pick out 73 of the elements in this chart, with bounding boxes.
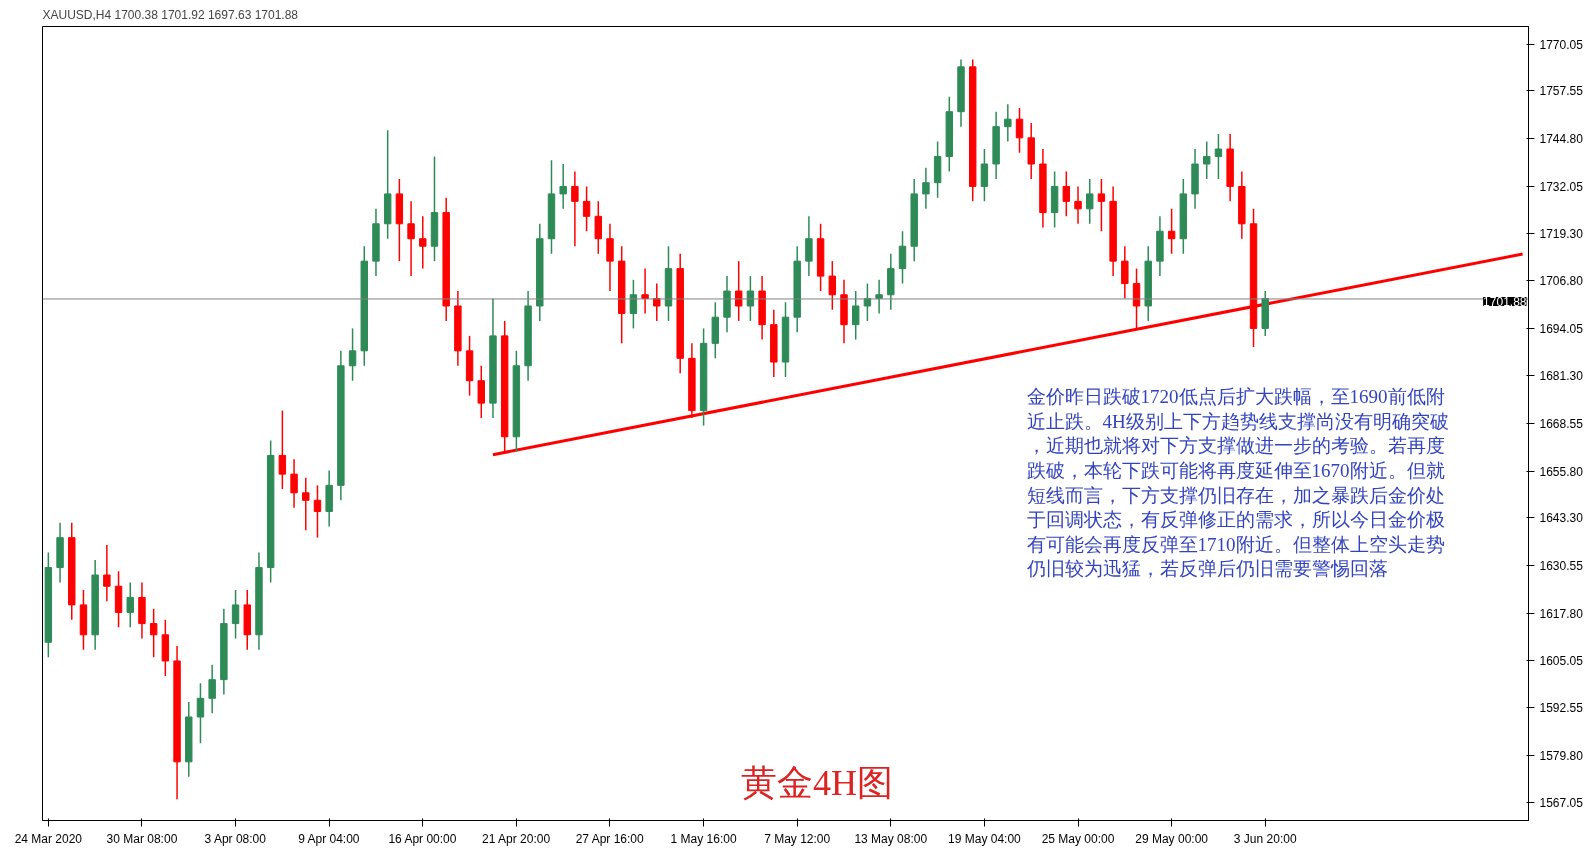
y-tick-label: 1655.80 bbox=[1539, 464, 1584, 479]
candlestick bbox=[898, 230, 907, 285]
y-tick-label: 1643.30 bbox=[1539, 511, 1584, 526]
x-tick-label: 7 May 12:00 bbox=[764, 831, 831, 846]
candlestick bbox=[851, 290, 860, 341]
x-tick-label: 9 Apr 04:00 bbox=[298, 831, 360, 846]
ref-line-label: 1701.88 bbox=[1483, 294, 1527, 309]
candlestick bbox=[1203, 140, 1211, 180]
candlestick bbox=[734, 260, 743, 322]
candlestick bbox=[313, 484, 322, 539]
candlestick bbox=[1015, 107, 1024, 154]
y-tick-label: 1617.80 bbox=[1539, 606, 1584, 621]
y-tick-label: 1706.80 bbox=[1539, 274, 1584, 289]
candlestick bbox=[231, 589, 240, 640]
candlestick bbox=[980, 148, 989, 203]
annotation: 金价昨日跌破1720低点后扩大跌幅，至1690前低附近止跌。4H级别上下方趋势线支撑尚没有明确突破，近期也就将对下方支撑做进一步的考验。若再度跌破，本轮下跌可能将再度延伸至1670附近。但就短线而言，下方支撑仍旧存在，加之暴跌后金价处于回调状态，有反弹修正的需求，所以今日金价极有可能会再度反弹至1710附近。但整体上空头走势仍旧较为迅猛，若反弹后仍旧需要警惕回落 bbox=[1025, 385, 1449, 580]
candlestick bbox=[419, 215, 427, 270]
x-tick-label: 16 Apr 00:00 bbox=[388, 831, 457, 846]
candlestick bbox=[1086, 178, 1094, 225]
candlestick bbox=[477, 365, 485, 419]
candlestick bbox=[196, 682, 205, 744]
candlestick bbox=[348, 327, 357, 382]
candlestick bbox=[302, 477, 310, 531]
candlestick bbox=[828, 260, 837, 311]
x-tick-label: 3 Jun 20:00 bbox=[1233, 831, 1297, 846]
candlestick bbox=[126, 581, 134, 629]
y-tick-label: 1630.55 bbox=[1539, 558, 1584, 573]
y-tick-label: 1744.80 bbox=[1539, 132, 1584, 147]
candlestick bbox=[922, 166, 930, 210]
x-tick-label: 27 Apr 16:00 bbox=[575, 831, 645, 846]
y-tick-label: 1732.05 bbox=[1539, 179, 1584, 194]
candlestick bbox=[1062, 170, 1071, 218]
candlestick bbox=[278, 409, 287, 490]
x-tick-label: 25 May 00:00 bbox=[1041, 831, 1115, 846]
y-tick-label: 1592.55 bbox=[1539, 700, 1584, 715]
candlestick bbox=[1074, 185, 1082, 225]
candlestick bbox=[208, 663, 216, 715]
y-tick-label: 1668.55 bbox=[1539, 417, 1584, 431]
chart-title: XAUUSD,H4 1700.38 1701.92 1697.63 1701.88 bbox=[42, 7, 299, 22]
x-tick-label: 19 May 04:00 bbox=[948, 831, 1022, 846]
x-tick-label: 24 Mar 2020 bbox=[14, 831, 83, 846]
x-tick-label: 21 Apr 20:00 bbox=[482, 831, 551, 846]
y-tick-label: 1567.05 bbox=[1539, 796, 1584, 811]
candlestick bbox=[149, 607, 158, 658]
candlestick bbox=[407, 200, 415, 277]
candlestick bbox=[641, 267, 649, 315]
y-tick-label: 1770.05 bbox=[1539, 37, 1584, 52]
y-tick-label: 1579.80 bbox=[1539, 748, 1584, 763]
candlestick bbox=[571, 170, 579, 247]
y-tick-label: 1719.30 bbox=[1539, 227, 1584, 242]
candlestick bbox=[103, 544, 111, 602]
candlestick bbox=[290, 458, 298, 509]
candlestick bbox=[1167, 208, 1176, 255]
annotation: 黄金4H图 bbox=[741, 762, 894, 803]
candlestick bbox=[606, 223, 614, 292]
x-tick-label: 29 May 00:00 bbox=[1135, 831, 1209, 846]
x-tick-label: 3 Apr 08:00 bbox=[204, 831, 267, 846]
candlestick bbox=[582, 185, 591, 233]
candlestick bbox=[1004, 103, 1012, 143]
candlestick bbox=[1121, 245, 1129, 300]
candlestick bbox=[875, 279, 883, 315]
x-tick-label: 30 Mar 08:00 bbox=[106, 831, 178, 846]
candlestick bbox=[805, 215, 813, 277]
candlestick bbox=[1214, 133, 1223, 180]
candlestick bbox=[559, 163, 567, 210]
y-tick-label: 1605.05 bbox=[1539, 654, 1584, 669]
y-tick-label: 1694.05 bbox=[1539, 321, 1584, 336]
candlestick bbox=[1097, 178, 1106, 233]
y-tick-label: 1757.55 bbox=[1539, 84, 1584, 99]
x-tick-label: 1 May 16:00 bbox=[670, 831, 737, 846]
y-tick-label: 1681.30 bbox=[1539, 369, 1584, 384]
x-tick-label: 13 May 08:00 bbox=[854, 831, 928, 846]
candlestick bbox=[594, 200, 603, 255]
